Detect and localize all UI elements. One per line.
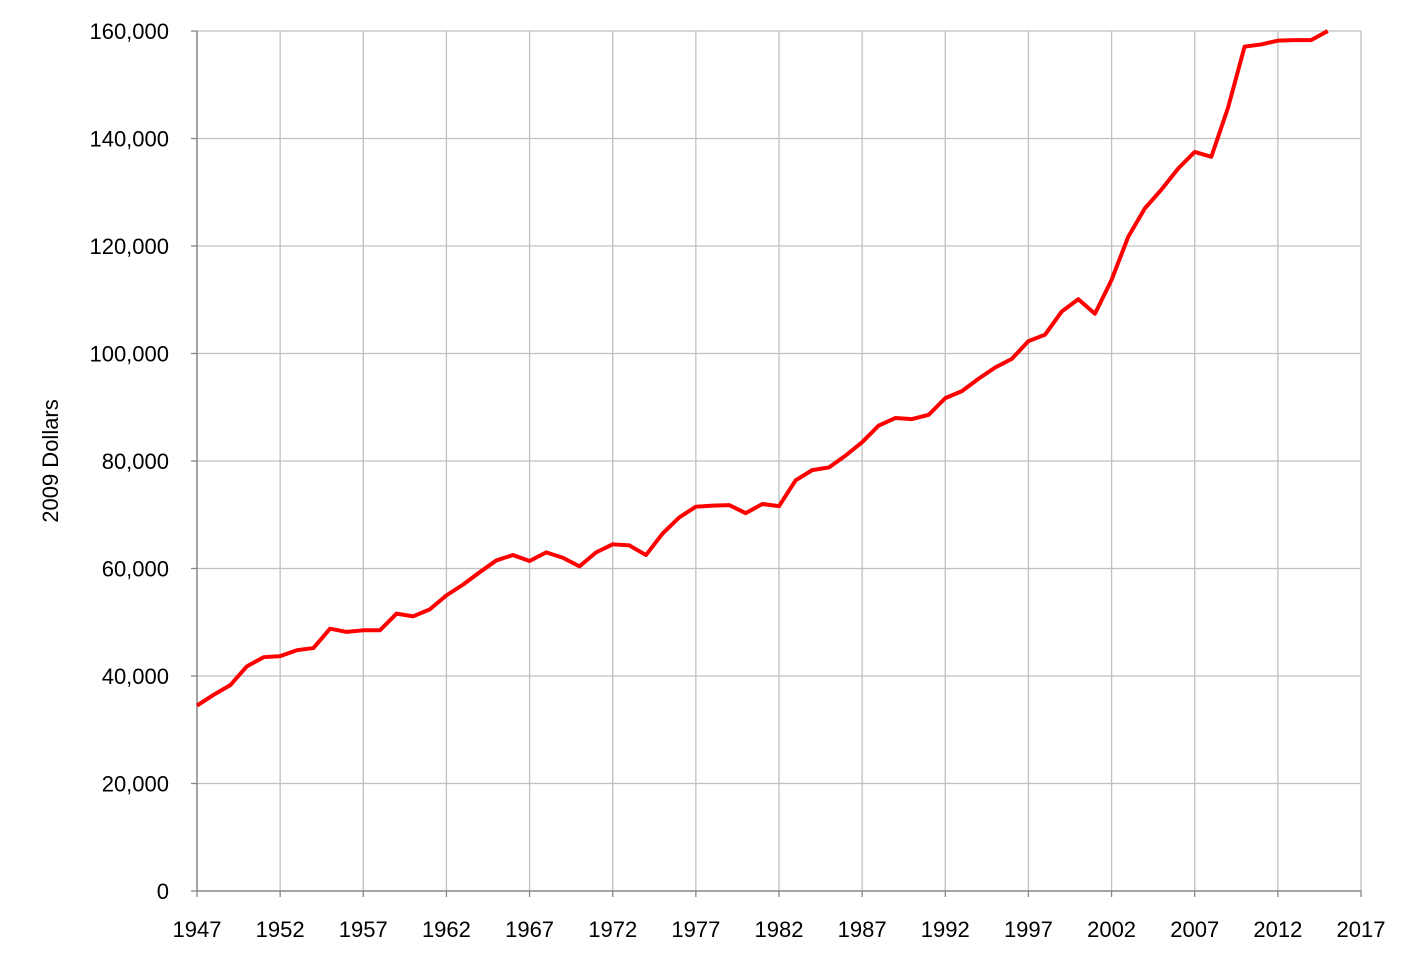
y-tick-label: 140,000 [89, 127, 169, 152]
x-tick-label: 1972 [588, 917, 637, 942]
x-tick-label: 2007 [1170, 917, 1219, 942]
grid-lines [197, 30, 1362, 891]
x-tick-label: 1987 [838, 917, 887, 942]
x-tick-label: 1947 [173, 917, 222, 942]
y-tick-label: 60,000 [102, 557, 169, 582]
x-tick-label: 1962 [422, 917, 471, 942]
x-tick-label: 1957 [339, 917, 388, 942]
x-tick-label: 1992 [921, 917, 970, 942]
x-tick-label: 2012 [1253, 917, 1302, 942]
tick-labels: 0 20,000 40,000 60,000 80,000 100,000 120,000 1… [89, 19, 1385, 942]
y-axis-title: 2009 Dollars [38, 399, 63, 523]
x-tick-label: 1977 [671, 917, 720, 942]
y-tick-label: 40,000 [102, 664, 169, 689]
y-tick-label: 20,000 [102, 772, 169, 797]
x-tick-label: 2002 [1087, 917, 1136, 942]
x-tick-label: 2017 [1337, 917, 1386, 942]
x-tick-label: 1997 [1004, 917, 1053, 942]
y-tick-label: 160,000 [89, 19, 169, 44]
y-tick-label: 0 [157, 879, 169, 904]
x-tick-label: 1982 [755, 917, 804, 942]
axes [191, 30, 1362, 897]
series-line [195, 29, 1329, 708]
series-layer [195, 29, 1329, 708]
y-tick-label: 120,000 [89, 234, 169, 259]
x-tick-label: 1967 [505, 917, 554, 942]
x-tick-label: 1952 [256, 917, 305, 942]
y-tick-label: 80,000 [102, 449, 169, 474]
y-tick-label: 100,000 [89, 342, 169, 367]
